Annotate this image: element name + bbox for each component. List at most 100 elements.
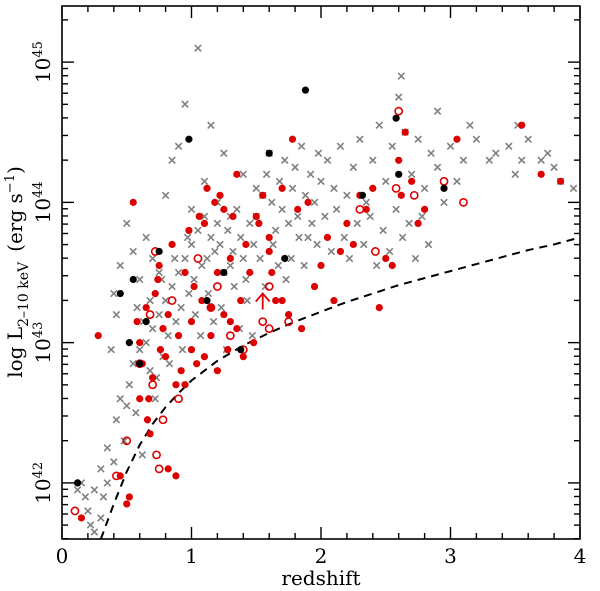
y-axis-title-main: log L (3, 327, 27, 378)
data-point-cross (313, 240, 321, 249)
data-point-cross (110, 289, 118, 298)
data-point-red-filled (226, 254, 234, 263)
data-point-cross (424, 240, 433, 249)
data-point-red-filled (159, 325, 167, 333)
data-point-cross (198, 261, 206, 270)
data-point-cross (230, 282, 239, 291)
data-point-red-filled (285, 310, 293, 319)
data-point-cross (161, 296, 170, 305)
data-point-cross (174, 268, 183, 277)
data-point-cross (411, 254, 420, 263)
data-point-red-filled (174, 332, 183, 340)
data-point-cross (310, 198, 319, 207)
data-point-red-open (409, 190, 419, 200)
x-tick-label: 3 (444, 544, 457, 568)
data-point-red-filled (408, 177, 416, 185)
data-point-cross (164, 331, 172, 340)
data-point-cross (369, 156, 377, 165)
x-tick-label: 1 (185, 544, 198, 568)
data-point-red-filled (518, 121, 526, 129)
data-point-cross (440, 198, 448, 207)
data-point-cross (181, 100, 189, 108)
data-point-red-filled (143, 416, 152, 424)
data-point-cross (194, 44, 202, 52)
data-point-cross (275, 177, 284, 186)
data-point-cross (90, 528, 99, 536)
data-point-cross (280, 156, 289, 165)
data-point-red-open (391, 183, 401, 193)
data-point-cross (349, 163, 358, 172)
data-point-red-filled (164, 465, 172, 473)
data-point-red-filled (136, 339, 144, 347)
data-point-red-open (459, 197, 468, 207)
data-point-cross (543, 149, 552, 158)
data-point-cross (485, 156, 494, 165)
data-point-cross (353, 219, 362, 228)
data-point-cross (110, 458, 118, 466)
data-point-cross (287, 254, 295, 263)
data-point-cross (340, 233, 349, 242)
data-point-red-filled (388, 261, 396, 270)
data-point-red-filled (278, 296, 286, 305)
data-point-red-filled (149, 374, 157, 382)
data-point-cross (148, 254, 157, 263)
data-point-cross (220, 149, 228, 158)
data-point-black-filled (220, 268, 228, 277)
data-point-cross (187, 205, 196, 214)
data-point-cross (155, 310, 163, 319)
data-point-black-filled (73, 479, 82, 487)
flux-limit-curve (99, 236, 581, 540)
upper-limit-arrow (255, 292, 271, 310)
data-point-red-filled (537, 170, 545, 178)
data-point-cross (381, 177, 390, 186)
x-tick-label: 4 (574, 544, 587, 568)
data-point-cross (308, 219, 316, 228)
data-point-cross (300, 261, 308, 270)
data-point-red-filled (129, 198, 137, 206)
data-point-cross (73, 486, 82, 494)
data-point-red-filled (136, 395, 144, 403)
data-point-cross (200, 177, 209, 186)
data-point-red-filled (226, 317, 234, 326)
data-point-red-filled (288, 135, 297, 143)
data-point-cross (209, 317, 218, 326)
data-point-cross (142, 233, 150, 242)
data-point-red-open (264, 324, 274, 334)
data-point-cross (385, 247, 394, 256)
data-point-black-filled (265, 149, 273, 157)
data-point-cross (191, 310, 200, 319)
data-point-cross (216, 240, 224, 249)
y-axis-title-close: ) (3, 166, 27, 174)
data-point-red-open (394, 106, 404, 116)
data-point-black-filled (395, 170, 403, 178)
data-point-cross (239, 254, 248, 263)
data-point-cross (196, 331, 205, 340)
data-point-cross (317, 177, 325, 186)
data-point-black-filled (125, 339, 133, 347)
data-point-black-filled (237, 346, 245, 354)
data-point-cross (466, 121, 474, 129)
data-point-cross (84, 507, 92, 515)
data-point-cross (372, 261, 381, 270)
data-point-cross (155, 268, 163, 277)
data-point-cross (135, 275, 144, 284)
plot-frame (61, 5, 581, 540)
data-point-cross (168, 156, 176, 165)
data-point-cross (129, 247, 137, 256)
data-point-red-filled (77, 514, 86, 522)
data-point-cross (239, 170, 248, 179)
data-point-cross (356, 135, 364, 144)
data-point-red-open (148, 380, 158, 390)
data-point-red-filled (211, 198, 219, 206)
data-point-red-filled (362, 205, 370, 213)
data-point-cross (366, 212, 374, 221)
data-point-cross (268, 198, 276, 207)
y-tick-label: 1043 (31, 322, 55, 364)
data-point-cross (103, 444, 112, 452)
data-point-red-filled (172, 381, 180, 389)
data-point-red-filled (278, 184, 286, 192)
data-point-red-open (122, 436, 132, 446)
data-point-red-open (145, 310, 155, 319)
series-1 (77, 121, 565, 522)
